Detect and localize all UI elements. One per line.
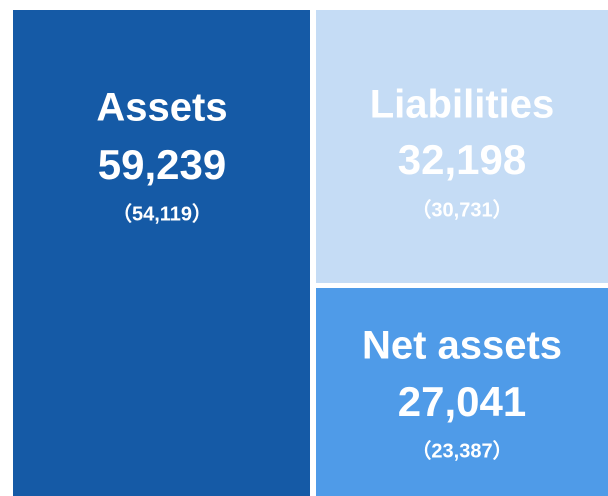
box-previous: （54,119）	[112, 202, 212, 225]
box-previous: （30,731）	[411, 198, 512, 221]
net-assets-box	[316, 288, 608, 496]
liabilities-box	[316, 10, 608, 283]
box-label: Assets	[96, 86, 227, 130]
box-value: 32,198	[398, 136, 526, 183]
box-previous: （23,387）	[411, 439, 512, 462]
box-value: 59,239	[98, 141, 226, 188]
box-label: Liabilities	[370, 83, 555, 127]
assets-box	[13, 10, 310, 496]
box-value: 27,041	[398, 378, 526, 425]
box-label: Net assets	[362, 324, 562, 368]
